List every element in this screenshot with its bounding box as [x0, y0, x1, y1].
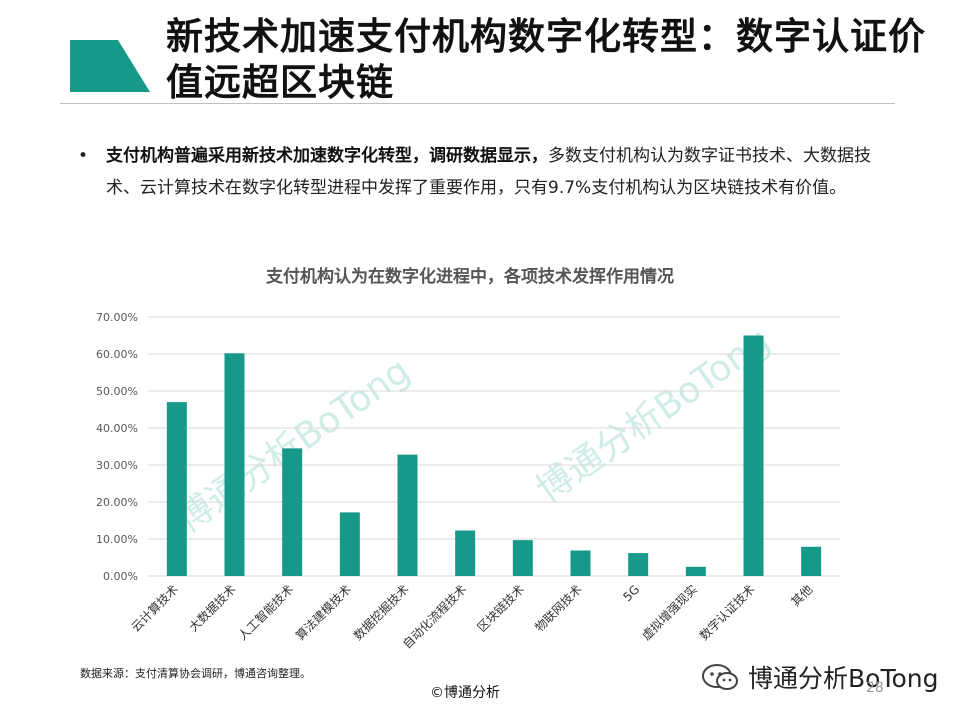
bar: [512, 540, 533, 576]
page-title: 新技术加速支付机构数字化转型：数字认证价值远超区块链: [166, 15, 926, 104]
y-tick-label: 0.00%: [103, 570, 138, 583]
wechat-account-badge: 博通分析BoTong: [700, 660, 938, 694]
watermark-text: 博通分析BoTong: [529, 320, 777, 511]
bar: [166, 402, 187, 576]
bar: [224, 353, 245, 576]
x-tick-label: 数据挖掘技术: [350, 582, 412, 644]
y-tick-label: 70.00%: [96, 311, 138, 324]
x-tick-label: 其他: [788, 582, 815, 609]
y-tick-label: 30.00%: [96, 459, 138, 472]
wechat-icon: [702, 664, 738, 690]
x-tick-label: 大数据技术: [186, 582, 239, 635]
y-tick-label: 40.00%: [96, 422, 138, 435]
bullet-bold-text: 支付机构普遍采用新技术加速数字化转型，调研数据显示，: [106, 146, 548, 166]
x-tick-label: 区块链技术: [474, 582, 527, 635]
bar: [339, 512, 360, 576]
bar: [397, 454, 418, 576]
bar: [685, 566, 706, 576]
title-accent-shape: [70, 40, 150, 92]
chart-title: 支付机构认为在数字化进程中，各项技术发挥作用情况: [266, 267, 674, 287]
x-tick-label: 数字认证技术: [696, 582, 758, 644]
y-tick-label: 60.00%: [96, 348, 138, 361]
y-tick-label: 10.00%: [96, 533, 138, 546]
bullet-dot-icon: •: [78, 146, 89, 166]
bar: [455, 530, 476, 576]
page-number: 28: [866, 680, 884, 696]
x-tick-label: 云计算技术: [128, 582, 181, 635]
title-divider: [60, 103, 895, 104]
bar: [801, 546, 822, 576]
bullet-normal-text: 多数支付机构认为数字证书技术、大数据技术、云计算技术在数字化转型进程中发挥了重要…: [106, 146, 871, 198]
x-tick-label: 算法建模技术: [292, 582, 354, 644]
bullet-paragraph: • 支付机构普遍采用新技术加速数字化转型，调研数据显示，多数支付机构认为数字证书…: [78, 140, 880, 204]
copyright-text: ©博通分析: [430, 685, 500, 701]
x-tick-label: 5G: [620, 582, 642, 604]
bullet-text: 支付机构普遍采用新技术加速数字化转型，调研数据显示，多数支付机构认为数字证书技术…: [106, 140, 880, 204]
bar: [282, 448, 303, 576]
wechat-account-name: 博通分析BoTong: [748, 664, 939, 693]
bar: [628, 553, 649, 576]
bar: [743, 335, 764, 576]
data-source-note: 数据来源：支付清算协会调研，博通咨询整理。: [80, 667, 311, 680]
x-tick-label: 虚拟增强现实: [638, 582, 700, 644]
y-tick-label: 20.00%: [96, 496, 138, 509]
bar: [570, 550, 591, 576]
x-tick-label: 物联网技术: [532, 582, 584, 634]
y-tick-label: 50.00%: [96, 385, 138, 398]
x-tick-label: 人工智能技术: [235, 582, 297, 644]
